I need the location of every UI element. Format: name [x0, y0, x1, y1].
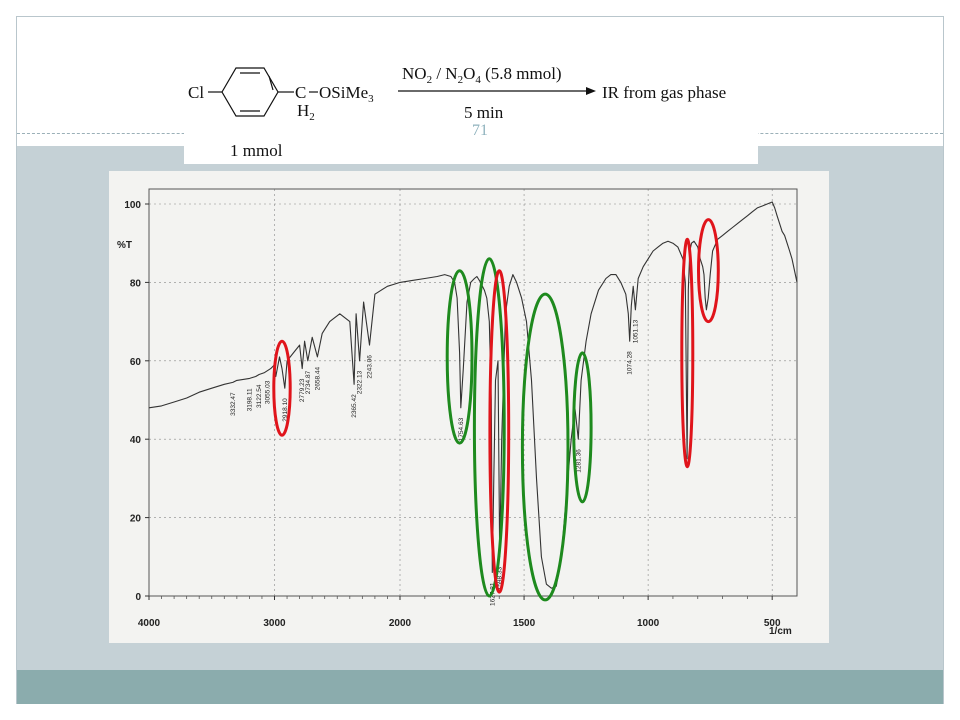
- y-axis-ticks: 0 20 40 60 80 100: [124, 200, 149, 603]
- peak-label: 2734.87: [305, 370, 312, 394]
- peak-label: 2658.44: [314, 367, 321, 391]
- x-tick-label: 2000: [389, 618, 412, 629]
- red-highlight-ellipse: [697, 218, 720, 324]
- x-tick-label: 1500: [513, 618, 536, 629]
- peak-label: 3332.47: [230, 392, 237, 416]
- carbon-label: C: [295, 83, 306, 102]
- y-tick-label: 100: [124, 200, 141, 211]
- peak-label: 3055.03: [265, 380, 272, 404]
- reaction-condition: 5 min: [464, 103, 504, 122]
- peak-label: 1051.13: [632, 319, 639, 343]
- reactant-amount: 1 mmol: [230, 141, 283, 160]
- y-tick-label: 60: [130, 357, 142, 368]
- green-highlight-ellipse: [520, 292, 570, 602]
- y-axis-label: %T: [117, 240, 132, 251]
- green-highlight-ellipse: [445, 269, 474, 445]
- y-tick-label: 80: [130, 278, 142, 289]
- spectrum-series: [148, 201, 798, 589]
- y-tick-label: 0: [135, 592, 141, 603]
- peak-label: 2243.06: [367, 355, 374, 379]
- reagent-label: NO2 / N2O4 (5.8 mmol): [402, 64, 562, 86]
- red-highlight-ellipse: [272, 339, 292, 437]
- reaction-scheme-drawing: Cl C OSiMe3 H2 1 mmol NO2 / N2O4 (5.8 mm…: [188, 64, 726, 160]
- y-tick-label: 20: [130, 514, 142, 525]
- reaction-scheme: Cl C OSiMe3 H2 1 mmol NO2 / N2O4 (5.8 mm…: [184, 46, 758, 164]
- peak-label: 1281.36: [575, 449, 582, 473]
- ir-spectrum-chart: 0 20 40 60 80 100 4000 3000 2000 1500 1000 500 %T …: [109, 171, 829, 643]
- x-tick-label: 500: [764, 618, 781, 629]
- green-highlight-ellipse: [572, 351, 593, 504]
- y-tick-label: 40: [130, 435, 142, 446]
- chart-frame: [148, 188, 798, 597]
- benzene-ring-icon: [221, 67, 279, 117]
- reaction-arrow-icon: [398, 87, 596, 95]
- x-axis-label: 1/cm: [769, 626, 792, 637]
- slide-footer-band: [17, 670, 943, 704]
- product-label: IR from gas phase: [602, 83, 726, 102]
- peak-label: 2322.13: [357, 370, 364, 394]
- peak-label: 3122.54: [256, 384, 263, 408]
- peak-label: 3198.11: [247, 388, 254, 411]
- slide-number: 71: [472, 122, 488, 139]
- red-highlight-ellipse: [488, 269, 511, 594]
- plot-frame: [148, 188, 798, 597]
- x-axis-ticks: 4000 3000 2000 1500 1000 500: [138, 596, 781, 629]
- peak-label: 1598.33: [497, 566, 504, 590]
- red-highlight-ellipse: [680, 237, 695, 469]
- ch2-label: H2: [297, 101, 315, 123]
- peak-highlights: [272, 218, 720, 602]
- x-tick-label: 1000: [637, 618, 660, 629]
- silyl-ether-label: OSiMe3: [319, 83, 374, 105]
- peak-label: 1754.63: [458, 417, 465, 441]
- peak-label: 2918.10: [282, 398, 289, 422]
- x-tick-label: 4000: [138, 618, 161, 629]
- spectrum-line-0: [148, 201, 798, 589]
- green-highlight-ellipse: [472, 257, 506, 598]
- peak-label: 1074.28: [627, 351, 634, 375]
- chlorine-label: Cl: [188, 83, 204, 102]
- peak-label: 2365.42: [351, 394, 358, 418]
- x-tick-label: 3000: [263, 618, 286, 629]
- peak-label: 2779.23: [299, 378, 306, 402]
